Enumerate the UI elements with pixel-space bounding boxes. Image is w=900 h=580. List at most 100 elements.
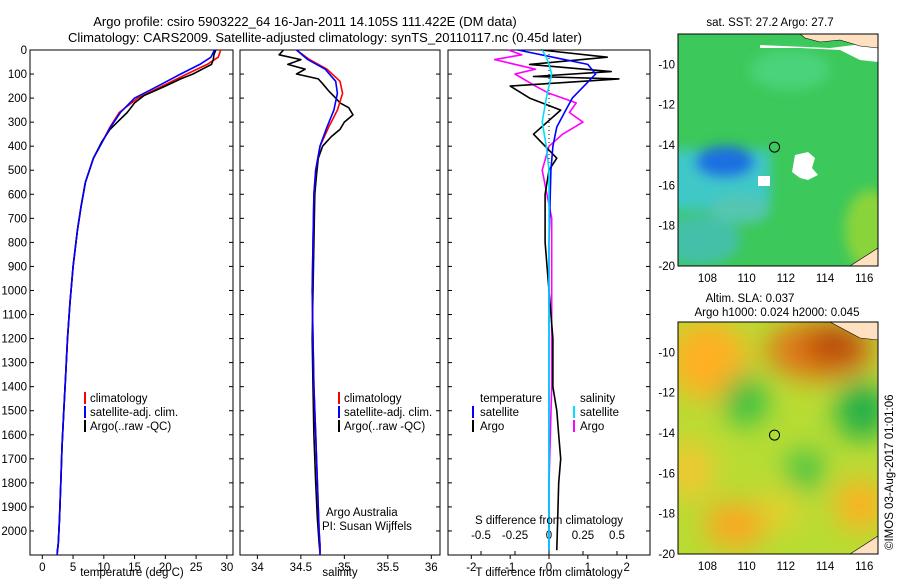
depth-tick-label: 1800 <box>1 478 27 490</box>
series-salinity-argo <box>278 49 354 553</box>
depth-tick-label: 900 <box>8 261 27 273</box>
series-salinity-satellite <box>295 49 339 555</box>
salinity-xlabel: salinity <box>322 567 357 579</box>
difference-xtick-label: 1 <box>585 562 591 574</box>
depth-tick-label: 200 <box>8 93 27 105</box>
salinity-legend: climatology satellite-adj. clim. Argo(..… <box>338 392 432 433</box>
difference-xtick-label: 2 <box>623 562 629 574</box>
series-temperature-climatology <box>56 49 222 556</box>
sst-map-lon-tick-label: 112 <box>777 273 795 285</box>
series-s-argo <box>493 49 584 551</box>
temperature-legend: climatology satellite-adj. clim. Argo(..… <box>84 392 178 433</box>
depth-tick-label: 1200 <box>1 334 27 346</box>
sla-map-lat-tick-label: -18 <box>658 509 675 521</box>
series-t-argo <box>509 49 620 551</box>
sla-map-lat-tick-label: -20 <box>658 549 675 561</box>
sst-map-lat-tick-label: -18 <box>658 221 675 233</box>
series-salinity-climatology <box>296 49 344 555</box>
salinity-xtick-label: 34.5 <box>290 562 312 574</box>
sla-map-lat-tick-label: -16 <box>658 468 675 480</box>
difference-legend-temperature: temperature satellite Argo <box>472 393 542 433</box>
sla-argo-marker <box>769 429 781 441</box>
sla-map-title-2: Argo h1000: 0.024 h2000: 0.045 <box>695 307 860 319</box>
difference-s-xtick2-label: -0.25 <box>502 530 528 542</box>
sst-map-lat-tick-label: -20 <box>658 261 675 273</box>
sst-argo-marker <box>769 141 781 153</box>
legend-label-climatology: climatology <box>90 393 148 405</box>
temperature-panel <box>29 49 234 556</box>
temperature-xtick-label: 20 <box>159 562 172 574</box>
legend-label-satellite: satellite-adj. clim. <box>90 407 178 419</box>
title-line-1: Argo profile: csiro 5903222_64 16-Jan-20… <box>93 14 517 29</box>
difference-xlabel: T difference from climatology <box>475 567 622 579</box>
sst-map-lon-tick-label: 114 <box>816 273 835 285</box>
sst-map-lat-tick-label: -14 <box>658 140 675 152</box>
temperature-xtick-label: 5 <box>70 562 76 574</box>
legend-label-t-argo: Argo <box>480 421 504 433</box>
series-t-satellite <box>517 49 597 551</box>
depth-tick-label: 1600 <box>1 430 27 442</box>
sla-map-lat-tick-label: -10 <box>658 347 675 359</box>
sla-map <box>678 322 878 554</box>
legend-label-climatology: climatology <box>344 393 402 405</box>
sla-map-lon-tick-label: 116 <box>855 561 873 573</box>
legend-label-satellite: satellite-adj. clim. <box>344 407 432 419</box>
legend-label-s-satellite: satellite <box>580 407 619 419</box>
salinity-xtick-label: 36 <box>425 562 438 574</box>
legend-label-argo: Argo(..raw -QC) <box>344 421 425 433</box>
sla-map-lon-tick-label: 114 <box>816 561 835 573</box>
legend-label-t-satellite: satellite <box>480 407 519 419</box>
depth-tick-label: 1700 <box>1 454 27 466</box>
difference-xtick-label: 0 <box>546 562 552 574</box>
temperature-xtick-label: 0 <box>39 562 45 574</box>
depth-tick-label: 1100 <box>2 310 27 322</box>
depth-tick-label: 1500 <box>1 406 27 418</box>
sst-map <box>678 34 878 266</box>
depth-tick-label: 300 <box>8 117 27 129</box>
sla-map-lon-tick-label: 108 <box>698 561 717 573</box>
salinity-panel <box>239 49 441 556</box>
sst-map-lat-tick-label: -10 <box>658 59 675 71</box>
temperature-xlabel: temperature (deg C) <box>80 567 184 579</box>
legend-label-argo: Argo(..raw -QC) <box>90 421 171 433</box>
temperature-xtick-label: 10 <box>97 562 110 574</box>
temperature-xtick-label: 30 <box>220 562 233 574</box>
sla-map-lat-tick-label: -12 <box>658 388 675 400</box>
annotation-pi: PI: Susan Wijffels <box>322 521 412 533</box>
sla-map-title: Altim. SLA: 0.037 <box>706 293 795 305</box>
depth-tick-label: 1000 <box>1 285 27 297</box>
difference-s-xtick2-label: 0.25 <box>572 530 594 542</box>
sla-map-lon-tick-label: 112 <box>777 561 795 573</box>
sst-map-title: sat. SST: 27.2 Argo: 27.7 <box>706 17 833 29</box>
depth-tick-label: 700 <box>8 213 27 225</box>
series-temperature-satellite <box>56 49 216 556</box>
depth-tick-label: 800 <box>8 237 27 249</box>
legend-header-temperature: temperature <box>480 393 542 405</box>
difference-xtick-label: -1 <box>505 562 515 574</box>
difference-xlabel-salinity: S difference from climatology <box>475 515 623 527</box>
depth-tick-label: 600 <box>8 189 27 201</box>
depth-tick-label: 1300 <box>1 358 27 370</box>
sla-map-frame <box>677 321 879 555</box>
title-line-2: Climatology: CARS2009. Satellite-adjuste… <box>68 30 582 45</box>
sst-map-lat-tick-label: -12 <box>658 100 675 112</box>
legend-label-s-argo: Argo <box>580 421 604 433</box>
copyright-label: ©IMOS 03-Aug-2017 01:01:06 <box>884 394 896 550</box>
depth-tick-label: 0 <box>21 45 27 57</box>
sst-map-frame <box>677 33 879 267</box>
depth-tick-label: 400 <box>8 141 27 153</box>
difference-s-xtick2-label: 0.5 <box>609 530 625 542</box>
difference-legend-salinity: salinity satellite Argo <box>573 393 619 433</box>
depth-tick-label: 1900 <box>1 502 27 514</box>
sla-map-lat-tick-label: -14 <box>658 428 675 440</box>
sst-map-lat-tick-label: -16 <box>658 180 675 192</box>
depth-tick-label: 1400 <box>1 382 27 394</box>
salinity-xtick-label: 34 <box>251 562 264 574</box>
salinity-xtick-label: 35 <box>338 562 351 574</box>
sst-map-lon-tick-label: 116 <box>855 273 873 285</box>
sla-map-lon-tick-label: 110 <box>737 561 755 573</box>
series-s-satellite <box>541 49 553 551</box>
temperature-xtick-label: 25 <box>190 562 203 574</box>
annotation-argo-australia: Argo Australia <box>326 507 398 519</box>
